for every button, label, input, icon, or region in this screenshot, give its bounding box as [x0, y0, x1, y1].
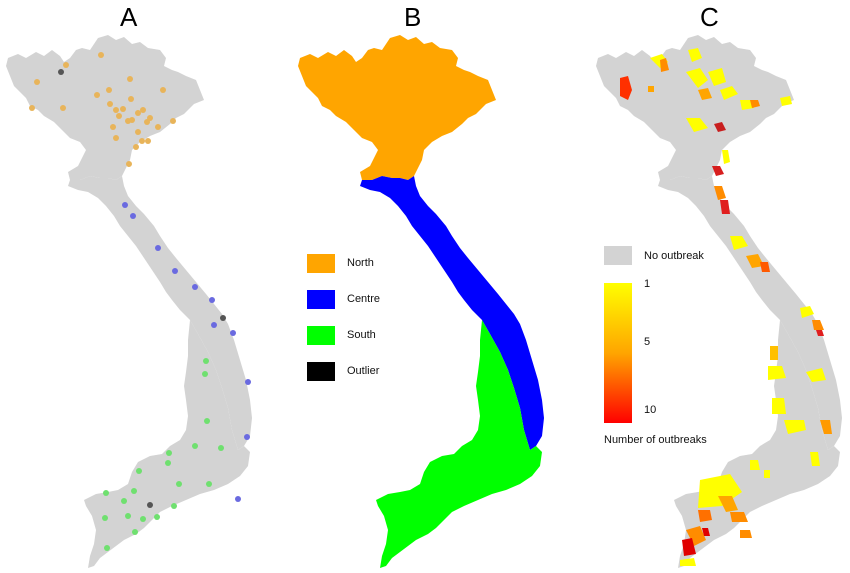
dots-north	[29, 52, 176, 167]
scale-tick-min: 1	[644, 278, 651, 290]
dots-outlier	[58, 69, 226, 508]
swatch-north	[307, 253, 335, 273]
dots-centre	[122, 202, 251, 502]
outbreak-districts	[620, 48, 832, 566]
swatch-south	[307, 325, 335, 345]
scale-tick-mid: 5	[644, 336, 651, 348]
region-legend: North Centre South Outlier	[307, 245, 380, 389]
panel-title-a: A	[120, 2, 138, 32]
legend-label-north: North	[347, 257, 374, 269]
legend-item-outlier: Outlier	[307, 353, 380, 389]
swatch-centre	[307, 289, 335, 309]
color-scale-bar	[604, 283, 632, 423]
legend-label-no-outbreak: No outbreak	[644, 249, 704, 262]
scale-tick-max: 10	[644, 404, 657, 416]
swatch-no-outbreak	[604, 246, 632, 265]
outbreak-legend: No outbreak 1 5 10 Number of outbreaks	[604, 246, 707, 446]
scale-caption: Number of outbreaks	[604, 434, 707, 446]
legend-item-centre: Centre	[307, 281, 380, 317]
panel-title-c: C	[700, 2, 719, 32]
legend-label-outlier: Outlier	[347, 365, 380, 377]
legend-item-south: South	[307, 317, 380, 353]
map-a	[6, 35, 252, 568]
dots-south	[102, 358, 224, 551]
legend-item-no-outbreak: No outbreak	[604, 246, 704, 265]
legend-label-centre: Centre	[347, 293, 381, 305]
legend-label-south: South	[347, 329, 376, 341]
swatch-outlier	[307, 361, 335, 381]
panel-title-b: B	[404, 2, 422, 32]
legend-item-north: North	[307, 245, 380, 281]
map-c	[596, 35, 842, 568]
